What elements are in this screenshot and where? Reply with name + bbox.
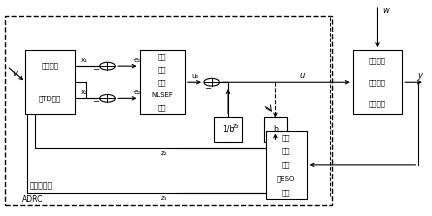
Text: 连续搅拌: 连续搅拌: [369, 57, 386, 64]
Text: 观测: 观测: [282, 162, 290, 168]
Circle shape: [100, 94, 115, 102]
Text: NLSEF: NLSEF: [151, 92, 173, 98]
Text: 性控: 性控: [158, 66, 166, 73]
Bar: [266, 130, 307, 199]
Bar: [25, 50, 75, 114]
Text: −: −: [204, 84, 211, 93]
Text: −: −: [92, 97, 99, 106]
Text: x₁: x₁: [81, 57, 88, 63]
Text: 自抗扰控制: 自抗扰控制: [30, 182, 53, 191]
Text: 扩张: 扩张: [282, 134, 290, 141]
Circle shape: [100, 62, 115, 70]
Text: x₂: x₂: [81, 89, 88, 95]
Text: e₂: e₂: [134, 89, 141, 95]
Text: 非线: 非线: [158, 53, 166, 60]
Bar: [5, 16, 332, 205]
Text: 1/b: 1/b: [222, 125, 234, 134]
Bar: [353, 50, 402, 114]
Text: 模块: 模块: [282, 189, 290, 196]
Bar: [214, 117, 242, 142]
Text: w: w: [382, 6, 389, 15]
Text: ADRC: ADRC: [22, 195, 44, 204]
Text: 跟踪微分: 跟踪微分: [42, 63, 59, 70]
Text: −: −: [92, 65, 99, 74]
Text: z₃: z₃: [232, 123, 239, 129]
Text: 聚丙稀反: 聚丙稀反: [369, 79, 386, 86]
Text: y: y: [418, 71, 422, 80]
Text: e₁: e₁: [134, 57, 141, 63]
Bar: [264, 117, 287, 142]
Text: z₁: z₁: [161, 195, 168, 201]
Text: u: u: [299, 71, 305, 80]
Text: u₀: u₀: [192, 73, 199, 79]
Text: 模块: 模块: [158, 105, 166, 111]
Text: 器TD模块: 器TD模块: [39, 95, 61, 102]
Text: 应釜对象: 应釜对象: [369, 100, 386, 107]
Text: 状态: 状态: [282, 148, 290, 154]
Text: b: b: [273, 125, 278, 134]
Text: 器ESO: 器ESO: [277, 175, 295, 182]
Bar: [140, 50, 185, 114]
Text: z₂: z₂: [161, 150, 168, 156]
Text: 制器: 制器: [158, 79, 166, 86]
Circle shape: [204, 78, 219, 86]
Text: v: v: [13, 69, 18, 78]
